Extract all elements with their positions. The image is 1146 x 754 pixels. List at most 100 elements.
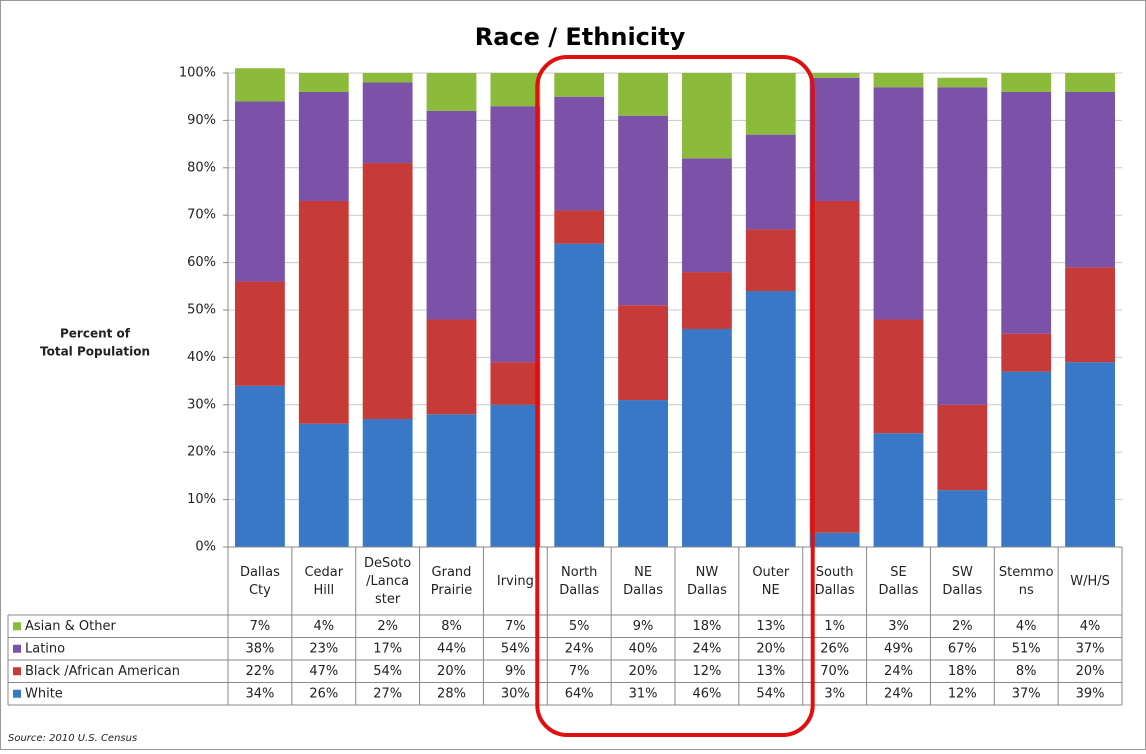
data-label: 12% — [692, 664, 721, 679]
x-tick-label: Outer NE — [752, 565, 790, 598]
y-tick-label: 60% — [187, 255, 216, 270]
data-label: 38% — [245, 641, 274, 656]
data-label: 17% — [373, 641, 402, 656]
data-label: 54% — [501, 641, 530, 656]
bar-segment — [1001, 91, 1052, 334]
data-label: 7% — [250, 619, 271, 634]
data-label: 30% — [501, 686, 530, 701]
legend-label: Black /African American — [25, 664, 180, 679]
y-tick-label: 0% — [195, 540, 216, 555]
data-label: 54% — [373, 664, 402, 679]
y-tick-label: 80% — [187, 160, 216, 175]
x-tick-label: South Dallas — [815, 565, 855, 598]
data-label: 28% — [437, 686, 466, 701]
x-tick-label: Irving — [497, 574, 534, 589]
data-label: 5% — [569, 619, 590, 634]
data-label: 24% — [565, 641, 594, 656]
bar-segment — [809, 532, 860, 547]
data-label: 20% — [437, 664, 466, 679]
bar-segment — [554, 243, 605, 547]
data-label: 39% — [1076, 686, 1105, 701]
data-label: 26% — [820, 641, 849, 656]
bar-segment — [937, 404, 988, 491]
bar-segment — [745, 229, 796, 292]
data-label: 12% — [948, 686, 977, 701]
bar-segment — [362, 82, 413, 164]
data-label: 8% — [1016, 664, 1037, 679]
data-label: 40% — [629, 641, 658, 656]
bar-segment — [235, 101, 285, 282]
data-label: 4% — [1016, 619, 1037, 634]
legend-label: White — [25, 686, 63, 701]
data-label: 1% — [824, 619, 845, 634]
bar-segment — [1001, 73, 1052, 92]
data-label: 3% — [824, 686, 845, 701]
bar-segment — [490, 362, 541, 405]
bar-segment — [362, 73, 413, 83]
data-label: 64% — [565, 686, 594, 701]
x-tick-label: NW Dallas — [687, 565, 727, 598]
data-label: 54% — [756, 686, 785, 701]
bar-segment — [554, 96, 605, 211]
data-label: 37% — [1012, 686, 1041, 701]
legend-swatch — [13, 667, 21, 676]
data-label: 20% — [756, 641, 785, 656]
data-label: 4% — [313, 619, 334, 634]
x-tick-label: Grand Prairie — [431, 565, 473, 598]
bar-segment — [1001, 333, 1052, 372]
legend-swatch — [13, 622, 21, 631]
x-tick-label: W/H/S — [1070, 574, 1110, 589]
y-tick-label: 90% — [187, 113, 216, 128]
data-label: 22% — [245, 664, 274, 679]
bar-segment — [809, 77, 860, 201]
bar-segment — [682, 73, 732, 159]
data-label: 24% — [884, 664, 913, 679]
legend-label: Asian & Other — [25, 619, 116, 634]
y-axis-label: Percent of — [60, 327, 131, 341]
data-label: 44% — [437, 641, 466, 656]
bar-segment — [873, 73, 924, 88]
bar-segment — [490, 106, 541, 363]
bar-segment — [235, 385, 285, 547]
data-label: 2% — [377, 619, 398, 634]
data-label: 20% — [629, 664, 658, 679]
y-axis-label: Total Population — [40, 345, 150, 359]
bar-segment — [1065, 73, 1115, 92]
bar-segment — [745, 291, 796, 547]
data-label: 34% — [245, 686, 274, 701]
data-label: 47% — [309, 664, 338, 679]
data-label: 31% — [629, 686, 658, 701]
legend-swatch — [13, 689, 21, 698]
data-label: 3% — [888, 619, 909, 634]
bar-segment — [937, 77, 988, 88]
data-label: 46% — [692, 686, 721, 701]
data-label: 8% — [441, 619, 462, 634]
bar-segment — [682, 158, 732, 273]
y-tick-label: 30% — [187, 397, 216, 412]
data-label: 20% — [1076, 664, 1105, 679]
bar-segment — [682, 328, 732, 547]
bar-segment — [1065, 91, 1115, 268]
source-note: Source: 2010 U.S. Census — [8, 733, 137, 744]
bar-segment — [426, 110, 477, 320]
data-label: 37% — [1076, 641, 1105, 656]
bar-segment — [1065, 267, 1115, 363]
data-label: 27% — [373, 686, 402, 701]
data-label: 7% — [505, 619, 526, 634]
bar-segment — [298, 91, 349, 201]
y-tick-label: 40% — [187, 350, 216, 365]
bar-segment — [298, 200, 349, 424]
bar-segment — [298, 423, 349, 547]
legend-label: Latino — [25, 641, 65, 656]
x-tick-label: Stemmo ns — [999, 565, 1054, 598]
bar-segment — [873, 433, 924, 547]
data-label: 4% — [1080, 619, 1101, 634]
y-tick-label: 10% — [187, 492, 216, 507]
bar-segment — [745, 134, 796, 230]
bar-segment — [1065, 362, 1115, 547]
y-tick-label: 70% — [187, 208, 216, 223]
bar-segment — [937, 87, 988, 405]
y-tick-label: 50% — [187, 303, 216, 318]
y-tick-label: 100% — [179, 66, 216, 81]
data-label: 13% — [756, 664, 785, 679]
